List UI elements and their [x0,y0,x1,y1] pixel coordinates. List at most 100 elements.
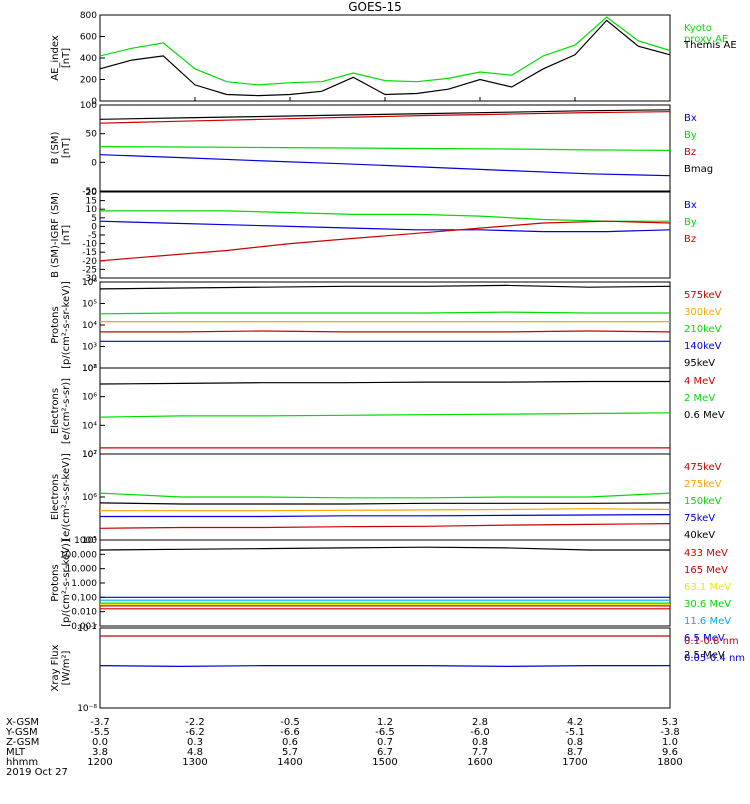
panel-3-series-0-line [100,330,671,333]
panel-7-ylabel-line: Xray Flux [50,644,61,691]
footer-col-2-row-4: 1400 [277,757,302,768]
panel-6-legend-6: 2.5 MeV [684,650,725,661]
panel-0-series-0-line [99,16,671,86]
panel-5-legend-2: 150keV [684,496,722,507]
footer-col-1-row-1: -6.2 [185,727,205,738]
panel-3-ylabel-line: [p/(cm²-s-sr-keV)] [61,281,72,369]
panel-2-ylabel-line: B (SM)-IGRF (SM) [50,192,61,278]
panel-4-ytick-label: 10⁶ [82,393,97,403]
panel-2-series-0-line [99,220,671,233]
footer-col-1-row-0: -2.2 [185,717,205,728]
panel-3-legend-2: 210keV [684,324,722,335]
panel-2-legend-2: Bz [684,234,696,245]
footer-col-2-row-3: 5.7 [282,747,298,758]
panel-1-ylabel-line: B (SM) [50,131,61,164]
panel-6-ylabel-line: Protons [50,564,61,601]
panel-5-series-2-line [99,492,671,499]
chart-title: GOES-15 [348,0,402,14]
panel-0-ytick-label: 800 [80,11,97,21]
panel-3-legend-4: 95keV [684,358,715,369]
panel-1-series-1-line [99,146,671,151]
panel-2-ytick-label: 5 [91,214,97,224]
panel-0-ytick-label: 400 [80,54,97,64]
panel-0-ylabel-line: [nT] [61,48,72,68]
panel-6-legend-4: 11.6 MeV [684,616,731,627]
panel-6-ytick-label: 1000 [74,536,97,546]
panel-3-ytick-label: 10⁶ [82,278,97,288]
panel-6-legend-2: 63.1 MeV [684,582,731,593]
footer-col-5-row-2: 0.8 [567,737,583,748]
footer-row-label-2: Z-GSM [6,737,39,748]
panel-4-frame [99,367,671,455]
footer-col-2-row-1: -6.6 [280,727,300,738]
panel-6-series-6-line [99,546,670,551]
panel-3-frame [99,281,671,369]
footer-col-2-row-2: 0.6 [282,737,298,748]
panel-1-frame [99,104,671,192]
panel-6-legend-5: 6.5 MeV [684,633,725,644]
panel-5-series-4-line [99,502,671,505]
panel-5-legend-4: 40keV [684,530,715,541]
footer-col-0-row-1: -5.5 [90,727,110,738]
panel-2-ytick-label: 0 [91,222,97,232]
panel-3-ytick-label: 10⁴ [82,321,97,331]
panel-5-ytick-label: 10⁷ [82,450,97,460]
panel-5-legend-0: 475keV [684,462,722,473]
panel-1-series-2-line [99,111,671,124]
panel-7-ytick-label: 10⁻⁷ [77,624,97,634]
panel-1-series-0-line [99,154,671,177]
panel-7-legend-0: 0.1-0.8 nm [684,636,739,647]
panel-1-ylabel-line: [nT] [61,138,72,158]
panel-5-legend-1: 275keV [684,479,722,490]
panel-0-ytick-label: 600 [80,33,97,43]
footer-col-2-row-0: -0.5 [280,717,300,728]
footer-col-4-row-2: 0.8 [472,737,488,748]
panel-7-series-1-line [99,664,670,668]
panel-2-ylabel-line: [nT] [61,225,72,245]
panel-0-ytick-label: 0 [91,97,97,107]
panel-7-legend-1: 0.05-0.4 nm [684,653,745,664]
panel-4-ytick-label: 10² [82,450,97,460]
panel-1-ytick-label: -50 [82,187,97,197]
panel-6-ytick-label: 100.000 [60,550,97,560]
footer-col-0-row-2: 0.0 [92,737,108,748]
panel-7-ytick-label: 10⁻⁸ [77,704,97,714]
footer-col-0-row-3: 3.8 [92,747,108,758]
panel-4-legend-2: 0.6 MeV [684,410,725,421]
panel-0-legend-0: Kyoto [684,23,712,34]
panel-4-series-1-line [99,412,671,418]
footer-row-label-5: 2019 Oct 27 [6,767,68,778]
panel-1-legend-3: Bmag [684,164,713,175]
panel-3-legend-0: 575keV [684,290,722,301]
panel-2-series-2-line [99,220,671,262]
panel-3-ylabel-line: Protons [50,306,61,343]
footer-col-3-row-2: 0.7 [377,737,393,748]
panel-2-ytick-label: -15 [82,248,97,258]
panel-2-legend-0: Bx [684,200,697,211]
footer-col-1-row-2: 0.3 [187,737,203,748]
panel-4-ytick-label: 10⁸ [82,364,97,374]
footer-row-label-4: hhmm [6,757,38,768]
footer-col-6-row-0: 5.3 [662,717,678,728]
panel-2-ytick-label: -25 [82,265,97,275]
panel-2-ytick-label: -5 [88,231,97,241]
panel-2-ytick-label: -20 [82,257,97,267]
panel-3-series-2-line [99,311,670,315]
panel-2-ytick-label: -30 [82,274,97,284]
panel-6-ylabel-line: [p/(cm²-s-sr-keV)] [61,539,72,627]
footer-col-6-row-4: 1800 [657,757,682,768]
panel-4-series-2-line [99,380,670,385]
footer-col-5-row-4: 1700 [562,757,587,768]
footer-col-4-row-4: 1600 [467,757,492,768]
footer-row-label-3: MLT [6,747,26,758]
panel-3-legend-1: 300keV [684,307,722,318]
panel-5-legend-3: 75keV [684,513,715,524]
footer-col-3-row-1: -6.5 [375,727,395,738]
footer-col-1-row-3: 4.8 [187,747,203,758]
footer-col-6-row-2: 1.0 [662,737,678,748]
panel-6-ytick-label: 0.001 [71,622,97,632]
footer-col-1-row-4: 1300 [182,757,207,768]
footer-col-4-row-3: 7.7 [472,747,488,758]
